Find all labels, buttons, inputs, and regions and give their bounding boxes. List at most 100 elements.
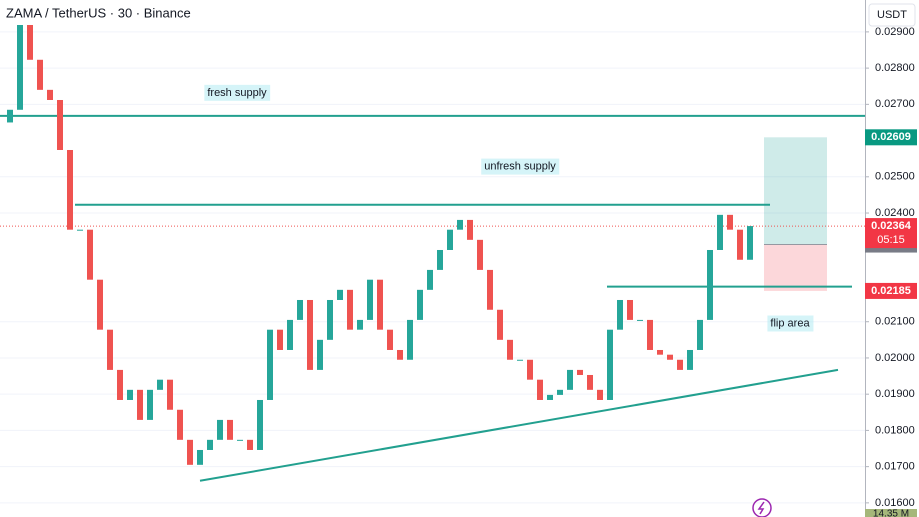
candle [197, 449, 203, 465]
candle [507, 339, 513, 360]
candle [307, 299, 313, 370]
candle [397, 349, 403, 360]
candle [387, 329, 393, 350]
candle [477, 239, 483, 270]
candle [7, 109, 13, 123]
y-tick-label: 0.02900 [875, 26, 915, 38]
candle [57, 99, 63, 150]
candle [557, 389, 563, 395]
candle [447, 229, 453, 250]
candle [607, 329, 613, 400]
candle [37, 59, 43, 90]
last-price-tag: 0.02364 [871, 220, 912, 232]
candle [127, 389, 133, 400]
candle [647, 319, 653, 350]
candle [177, 409, 183, 440]
candle [637, 319, 643, 321]
level-label: unfresh supply [484, 161, 556, 173]
candle [457, 219, 463, 230]
candle [407, 319, 413, 360]
y-tick-label: 0.01800 [875, 424, 915, 436]
candle [47, 89, 53, 100]
currency-button[interactable] [868, 3, 916, 27]
candle [687, 349, 693, 370]
candle [587, 374, 593, 390]
y-tick-label: 0.02500 [875, 171, 915, 183]
candle [617, 299, 623, 330]
candle [547, 394, 553, 400]
candle [697, 319, 703, 350]
candle [437, 249, 443, 270]
candle [157, 379, 163, 390]
candle [677, 359, 683, 370]
level-label: flip area [770, 317, 810, 329]
candle [107, 329, 113, 370]
last-price-tag-bg [865, 218, 917, 249]
candle [747, 226, 753, 260]
candle [267, 329, 273, 400]
candle [467, 219, 473, 240]
level-label-bg [767, 315, 814, 332]
stop-price-tag-bg [865, 282, 917, 299]
volume-tag-bg [865, 509, 917, 517]
candle [297, 299, 303, 320]
candle [227, 419, 233, 440]
candle [167, 379, 173, 410]
candle [77, 229, 83, 231]
candle [277, 329, 283, 350]
candle [497, 309, 503, 340]
candle [667, 354, 673, 360]
candle [147, 389, 153, 420]
candle [347, 289, 353, 330]
level-label-bg [204, 84, 271, 101]
candle [317, 339, 323, 370]
candle [707, 249, 713, 320]
candle [567, 369, 573, 390]
trend-line [199, 368, 839, 482]
chart-title: ZAMA / TetherUS · 30 · Binance [6, 5, 191, 20]
alert-icon-bolt [757, 501, 765, 515]
candle [187, 439, 193, 465]
candle [577, 369, 583, 375]
currency[interactable]: USDT [877, 9, 907, 21]
candle [627, 299, 633, 320]
candle [367, 279, 373, 320]
countdown: 05:15 [877, 234, 905, 246]
candle [207, 439, 213, 450]
profit-zone [764, 137, 827, 245]
volume-tag: 14.35 M [873, 509, 909, 517]
candle [67, 149, 73, 230]
candle [27, 24, 33, 60]
alert-icon[interactable] [752, 498, 772, 517]
candle [427, 269, 433, 290]
candle [417, 289, 423, 320]
level-label: fresh supply [207, 87, 267, 99]
candle [87, 229, 93, 280]
y-tick-label: 0.01900 [875, 388, 915, 400]
candle [137, 389, 143, 420]
level-label-bg [481, 158, 560, 175]
candle [17, 24, 23, 110]
price-axis [865, 0, 919, 517]
candle [377, 279, 383, 330]
candle [737, 229, 743, 260]
candle [237, 439, 243, 441]
candle [487, 269, 493, 310]
candle [217, 419, 223, 440]
candle [327, 299, 333, 340]
candle [257, 399, 263, 450]
candle [337, 289, 343, 300]
candle [97, 279, 103, 330]
candle [727, 214, 733, 230]
candle [597, 389, 603, 400]
y-tick-label: 0.02800 [875, 62, 915, 74]
y-tick-label: 0.02000 [875, 352, 915, 364]
y-tick-label: 0.02700 [875, 98, 915, 110]
candle [517, 359, 523, 361]
loss-zone [764, 244, 827, 291]
y-tick-label: 0.02100 [875, 316, 915, 328]
candle [527, 359, 533, 380]
candle [117, 369, 123, 400]
candle [537, 379, 543, 400]
